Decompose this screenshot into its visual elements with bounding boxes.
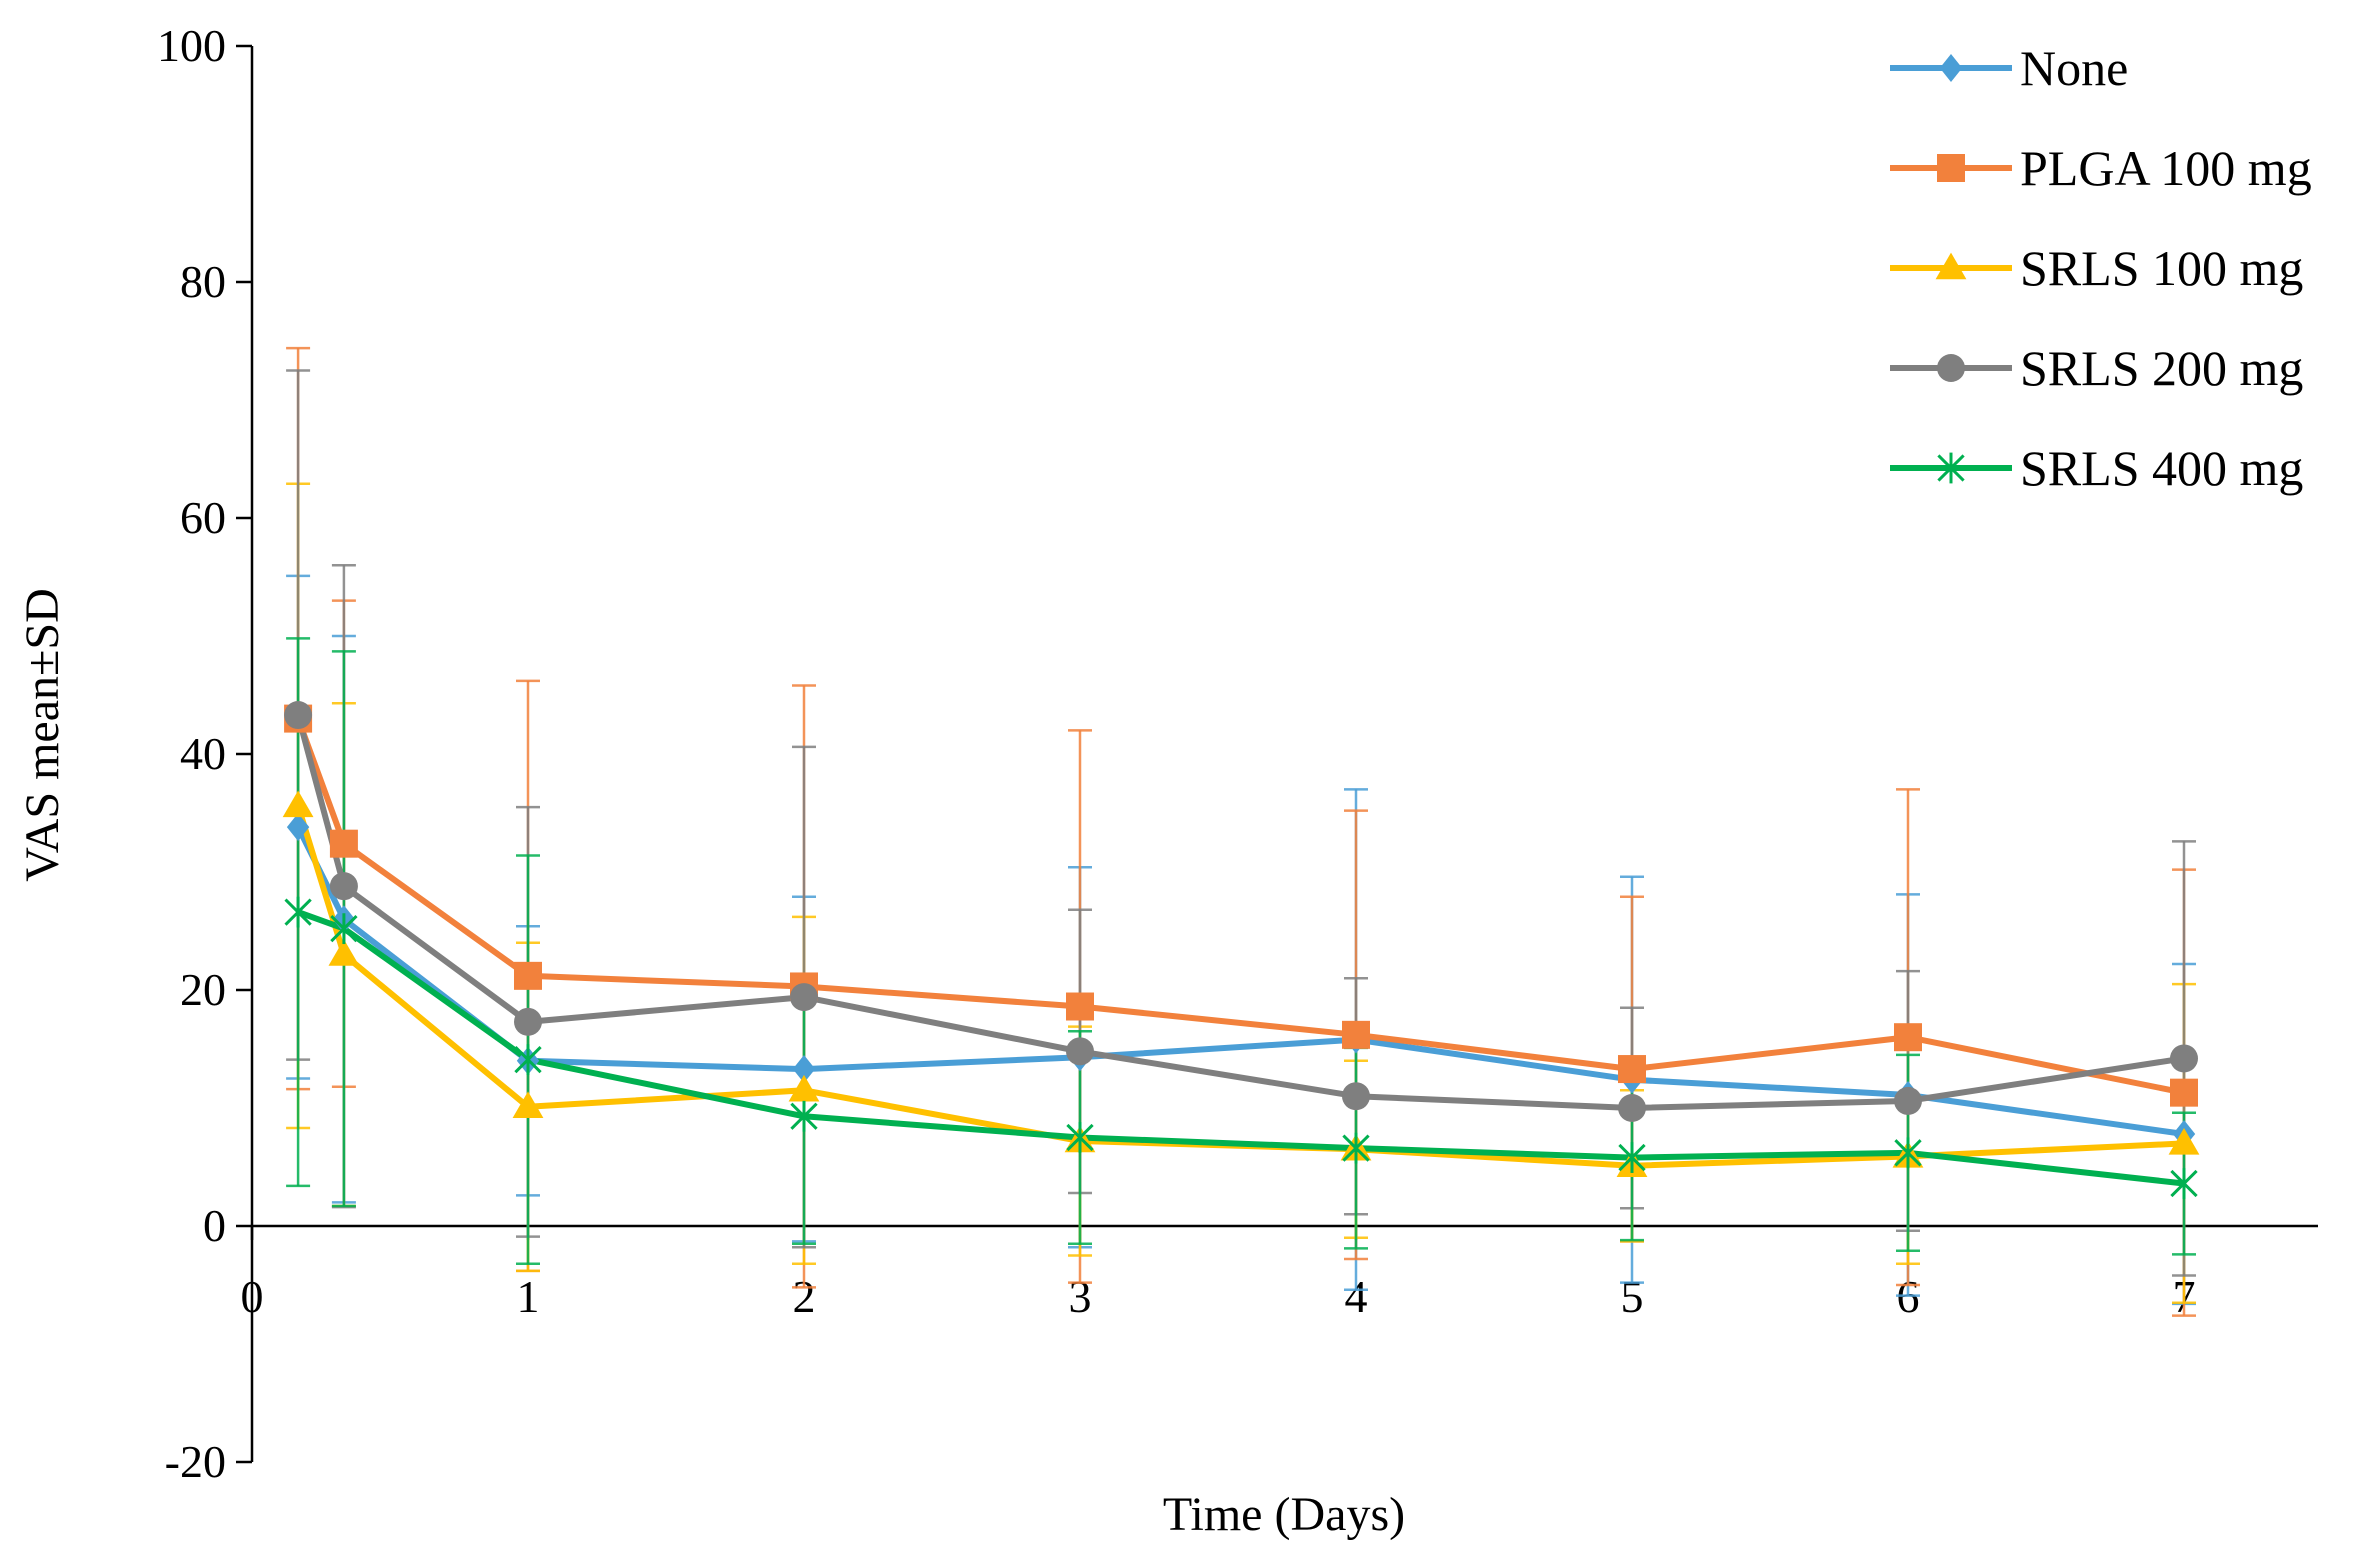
data-point [1894, 1086, 1922, 1115]
legend-marker [1937, 452, 1965, 484]
x-axis-title: Time (Days) [1163, 1488, 1405, 1541]
data-point [286, 813, 310, 842]
data-point [514, 1044, 542, 1076]
data-point [329, 829, 358, 858]
data-point [1618, 1055, 1646, 1084]
data-point [512, 1091, 544, 1119]
y-axis-title: VAS mean±SD [16, 588, 69, 881]
legend-marker [1937, 354, 1965, 382]
y-tick-label: 40 [180, 728, 226, 779]
data-point [282, 790, 314, 818]
y-tick-label: 60 [180, 492, 226, 543]
x-tick-label: 2 [793, 1271, 816, 1322]
legend-label: SRLS 100 mg [2020, 240, 2303, 296]
legend-item: SRLS 200 mg [1890, 340, 2303, 396]
data-point [284, 701, 313, 730]
data-point [2170, 1168, 2198, 1199]
legend-label: SRLS 400 mg [2020, 440, 2303, 496]
data-point [329, 872, 358, 901]
x-tick-label: 1 [517, 1271, 540, 1322]
data-point [1066, 1122, 1094, 1153]
axes-group: -2002040608010001234567 [157, 20, 2318, 1487]
y-tick-label: -20 [165, 1436, 226, 1487]
legend-item: SRLS 100 mg [1890, 240, 2303, 296]
series-lines-group [295, 714, 2185, 1187]
y-tick-label: 20 [180, 964, 226, 1015]
data-point [790, 983, 818, 1012]
legend-item: None [1890, 40, 2128, 96]
data-point [790, 1100, 818, 1132]
data-point [1342, 1132, 1370, 1164]
data-point [1618, 1094, 1646, 1122]
data-point [1342, 1020, 1370, 1049]
legend-label: PLGA 100 mg [2020, 140, 2312, 196]
error-bars-group [286, 346, 2196, 1317]
legend-marker [1937, 154, 1965, 182]
data-point [514, 1007, 542, 1036]
legend-marker [1939, 54, 1963, 82]
data-point [1066, 992, 1094, 1021]
legend-item: PLGA 100 mg [1890, 140, 2312, 196]
legend-label: None [2020, 40, 2128, 96]
data-point [1894, 1023, 1922, 1052]
data-point [788, 1074, 820, 1102]
y-tick-label: 0 [203, 1200, 226, 1251]
data-point [1618, 1142, 1646, 1173]
data-point [1894, 1137, 1922, 1169]
data-point [330, 913, 358, 945]
data-point [514, 961, 542, 990]
data-point [1066, 1037, 1094, 1066]
legend: None PLGA 100 mg SRLS 100 mg SRLS 200 mg SRL… [1890, 40, 2312, 496]
data-point [1342, 1082, 1370, 1111]
data-point [792, 1055, 816, 1084]
legend-item: SRLS 400 mg [1890, 440, 2303, 496]
y-tick-label: 80 [180, 256, 226, 307]
data-point [284, 896, 312, 928]
legend-label: SRLS 200 mg [2020, 340, 2303, 396]
data-point [2170, 1044, 2198, 1073]
x-tick-label: 4 [1345, 1271, 1368, 1322]
data-point [2170, 1078, 2198, 1107]
x-tick-label: 0 [241, 1271, 264, 1322]
data-point [328, 939, 360, 966]
series-markers-group [282, 701, 2200, 1199]
y-tick-label: 100 [157, 20, 226, 71]
legend-marker [1935, 252, 1967, 280]
data-point [2168, 1128, 2200, 1155]
